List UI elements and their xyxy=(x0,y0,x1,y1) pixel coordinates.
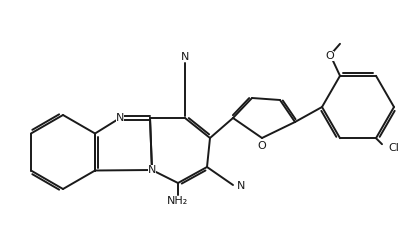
Text: N: N xyxy=(236,181,245,191)
Text: N: N xyxy=(180,52,189,62)
Text: N: N xyxy=(115,113,124,123)
Text: O: O xyxy=(325,51,334,61)
Text: N: N xyxy=(148,165,156,175)
Text: NH₂: NH₂ xyxy=(167,196,188,206)
Text: Cl: Cl xyxy=(387,143,398,153)
Text: O: O xyxy=(257,141,266,151)
